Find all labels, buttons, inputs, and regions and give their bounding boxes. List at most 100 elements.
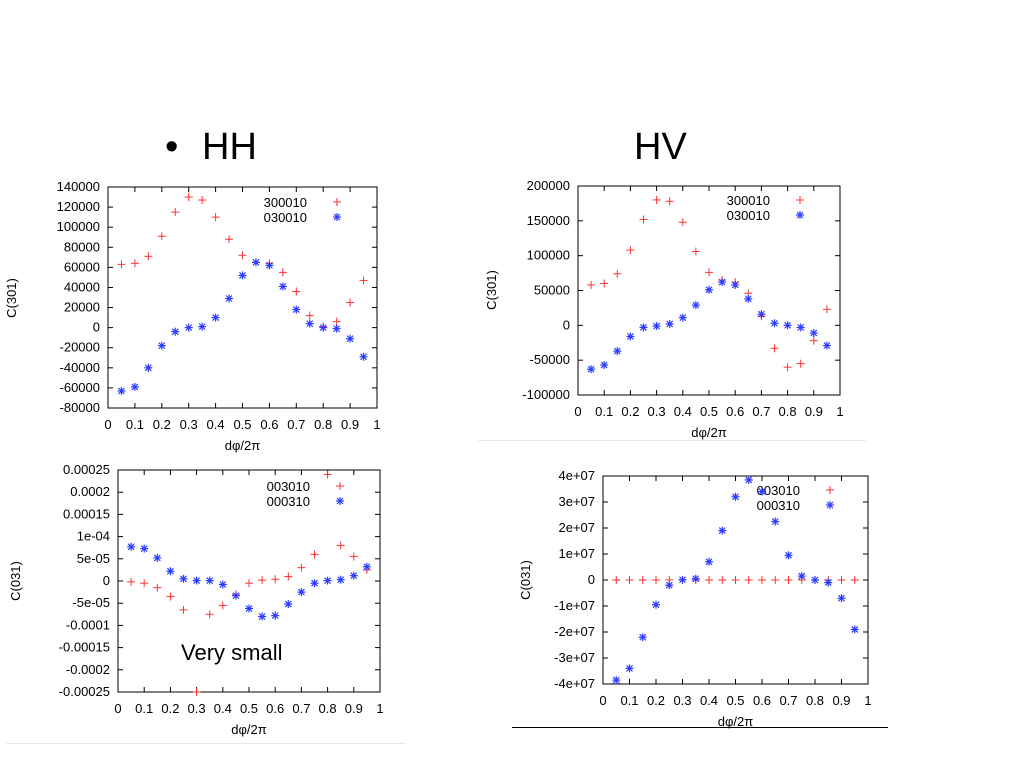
marker-stroke	[171, 328, 179, 336]
data-point-plus	[612, 576, 621, 584]
x-tick-label: 0.6	[753, 693, 771, 708]
data-point-plus	[245, 579, 253, 588]
data-point-star	[757, 310, 766, 319]
marker-stroke	[785, 551, 792, 559]
data-point-plus	[771, 576, 780, 584]
data-point-star	[837, 594, 846, 603]
data-point-star	[157, 341, 166, 350]
legend-label: 300010	[727, 193, 770, 208]
y-tick-label: 60000	[64, 259, 100, 274]
x-tick-label: 0.9	[341, 417, 359, 432]
data-point-plus	[192, 688, 201, 696]
marker-stroke	[140, 545, 148, 553]
marker-stroke	[666, 320, 674, 328]
chart-3: 0 0.1 0.2 0.3 0.4 0.5 0.6 0.7 0.8 0.9 1 -0.00025 -0.…	[8, 462, 384, 737]
data-point-star	[179, 574, 188, 583]
y-tick-label: -20000	[60, 340, 100, 355]
data-point-plus	[744, 576, 753, 584]
chart-4: 0 0.1 0.2 0.3 0.4 0.5 0.6 0.7 0.8 0.9 1 -4e+07 -3e+0…	[518, 468, 872, 729]
marker-stroke	[212, 314, 220, 322]
y-axis-label: C(031)	[8, 561, 23, 601]
data-point-star	[731, 492, 740, 501]
data-point-star	[278, 282, 287, 291]
x-tick-label: 0.7	[292, 701, 310, 716]
y-axis-label: C(301)	[484, 270, 499, 310]
data-point-star	[251, 258, 260, 267]
marker-stroke	[118, 387, 125, 395]
data-point-star	[292, 305, 301, 314]
data-point-plus	[130, 259, 139, 268]
data-point-star	[265, 261, 274, 270]
data-point-plus	[626, 246, 635, 255]
marker-stroke	[824, 579, 832, 587]
divider-faint	[6, 743, 406, 744]
data-point-plus	[198, 196, 207, 205]
x-tick-label: 0.2	[621, 404, 639, 419]
data-point-star	[784, 551, 793, 560]
data-point-plus	[323, 470, 332, 479]
x-tick-label: 0.4	[674, 404, 692, 419]
y-tick-label: 100000	[527, 248, 570, 263]
x-tick-label: 0.2	[153, 417, 171, 432]
marker-stroke	[851, 625, 859, 633]
data-point-star	[271, 611, 280, 620]
marker-stroke	[166, 567, 174, 575]
data-point-plus	[705, 268, 713, 277]
x-tick-label: 0.4	[700, 693, 718, 708]
data-point-star	[705, 557, 713, 566]
x-tick-label: 0.8	[779, 404, 797, 419]
data-point-plus	[822, 305, 831, 314]
y-tick-label: 40000	[64, 279, 100, 294]
y-tick-label: 4e+07	[558, 468, 595, 483]
marker-stroke	[826, 501, 834, 509]
legend-label: 000310	[757, 498, 800, 513]
data-point-plus	[705, 576, 713, 584]
marker-stroke	[258, 613, 266, 620]
data-point-star	[205, 576, 214, 585]
marker-stroke	[297, 588, 305, 596]
x-tick-label: 0.9	[345, 701, 363, 716]
y-tick-label: 0.0002	[70, 484, 110, 499]
data-point-plus	[310, 550, 319, 559]
x-tick-label: 0.3	[673, 693, 691, 708]
data-point-star	[639, 323, 648, 332]
data-point-star	[332, 324, 341, 333]
x-axis-label: dφ/2π	[231, 722, 267, 737]
marker-stroke	[360, 353, 367, 361]
y-tick-label: 3e+07	[558, 494, 595, 509]
data-point-plus	[678, 218, 687, 227]
y-tick-label: -80000	[60, 400, 100, 415]
marker-stroke	[757, 310, 765, 318]
y-tick-label: 1e-04	[77, 529, 110, 544]
data-point-star	[850, 625, 859, 634]
marker-stroke	[180, 575, 187, 583]
data-point-star	[718, 526, 727, 535]
y-tick-label: -5e-05	[72, 595, 110, 610]
x-tick-label: 0.6	[726, 404, 744, 419]
data-point-plus	[349, 552, 358, 561]
x-tick-label: 0.1	[135, 701, 153, 716]
chart-1: 0 0.1 0.2 0.3 0.4 0.5 0.6 0.7 0.8 0.9 1 -80000 -6000…	[4, 179, 381, 453]
data-point-star	[319, 323, 328, 332]
marker-stroke	[185, 324, 193, 332]
data-point-star	[625, 664, 634, 673]
data-point-plus	[184, 193, 193, 202]
y-tick-label: -1e+07	[554, 598, 595, 613]
data-point-plus	[613, 269, 622, 278]
series-000310	[127, 542, 371, 621]
marker-stroke	[692, 301, 700, 309]
legend-label: 000310	[267, 494, 310, 509]
marker-stroke	[653, 322, 661, 330]
y-tick-label: 50000	[534, 283, 570, 298]
marker-stroke	[193, 577, 201, 584]
marker-stroke	[333, 325, 341, 333]
data-point-plus	[809, 336, 818, 345]
data-point-plus	[796, 359, 805, 368]
y-tick-label: -0.0001	[66, 617, 110, 632]
x-tick-label: 0.5	[700, 404, 718, 419]
data-point-plus	[218, 601, 227, 610]
data-point-star	[758, 487, 766, 496]
data-point-plus	[638, 576, 647, 584]
series-003010	[612, 576, 859, 584]
y-tick-label: -2e+07	[554, 624, 595, 639]
